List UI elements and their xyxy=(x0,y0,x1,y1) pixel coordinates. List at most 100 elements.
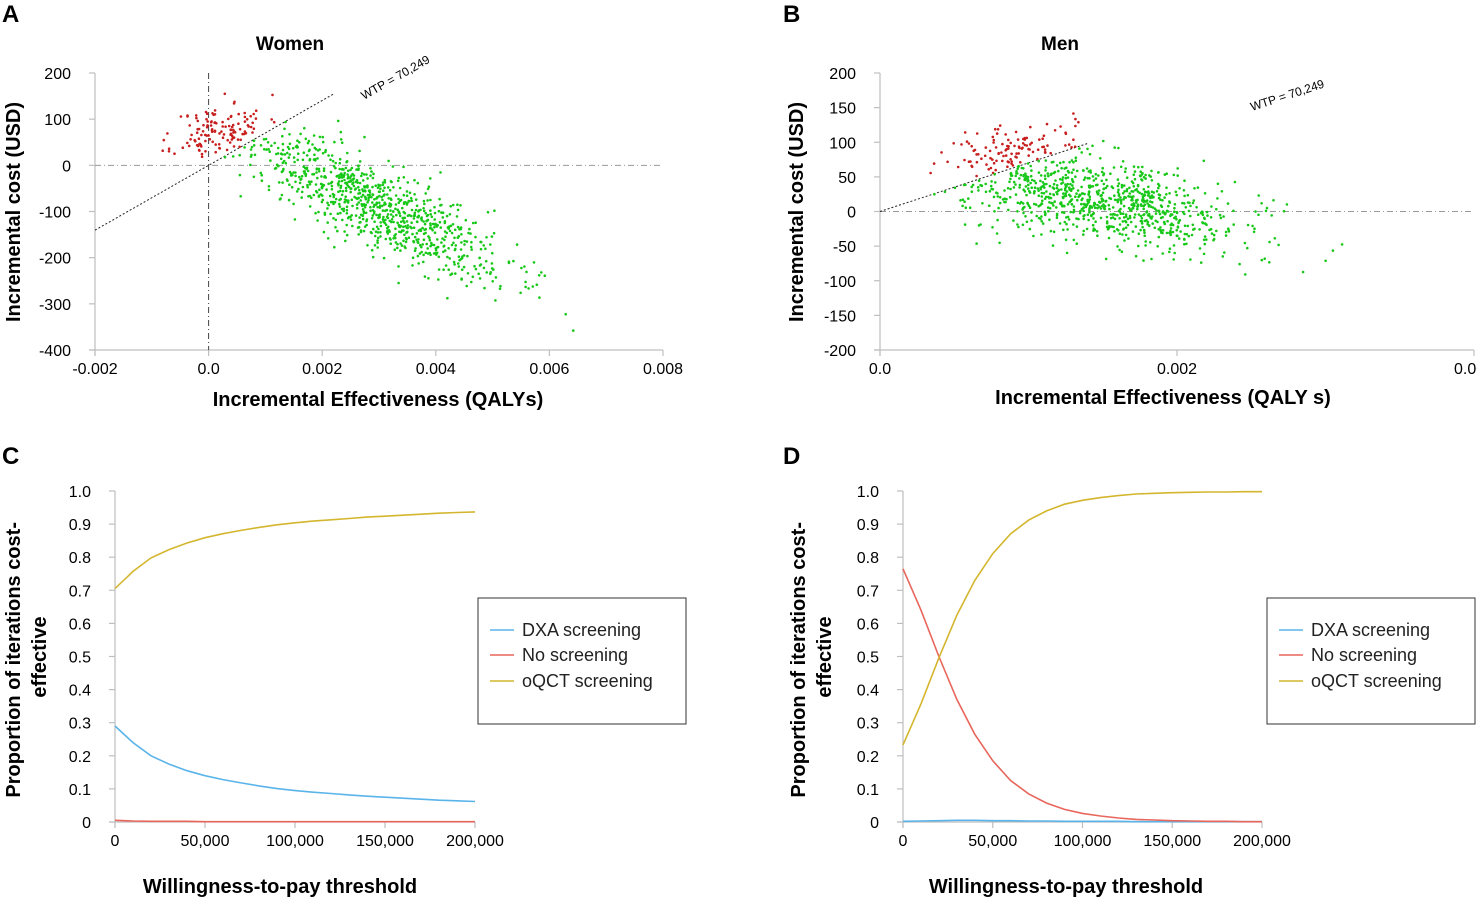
point-cost-effective xyxy=(1147,185,1150,189)
point-cost-effective xyxy=(1026,187,1030,190)
point-cost-effective xyxy=(1051,244,1055,247)
point-cost-effective xyxy=(1078,193,1082,197)
point-cost-effective xyxy=(422,232,426,236)
point-cost-effective xyxy=(361,193,365,197)
point-cost-effective xyxy=(391,165,395,168)
x-tick-label: 0.006 xyxy=(529,361,569,378)
point-not-cost-effective xyxy=(946,160,949,164)
point-cost-effective xyxy=(374,230,378,233)
point-not-cost-effective xyxy=(1030,141,1033,145)
point-cost-effective xyxy=(1022,174,1025,178)
point-cost-effective xyxy=(1088,186,1091,189)
point-cost-effective xyxy=(301,158,305,162)
point-cost-effective xyxy=(1165,186,1168,189)
y-axis-title-line-1: Proportion of iterations cost- xyxy=(788,522,810,798)
point-cost-effective xyxy=(381,189,385,192)
point-cost-effective xyxy=(1132,173,1136,176)
point-not-cost-effective xyxy=(1049,151,1052,155)
point-cost-effective xyxy=(346,173,349,176)
point-cost-effective xyxy=(450,243,454,247)
point-cost-effective xyxy=(359,199,363,202)
x-tick-label: 0.008 xyxy=(643,361,683,378)
point-cost-effective xyxy=(970,185,973,189)
point-cost-effective xyxy=(1133,170,1137,173)
point-not-cost-effective xyxy=(211,112,214,115)
point-not-cost-effective xyxy=(243,111,246,115)
point-cost-effective xyxy=(379,187,382,190)
point-cost-effective xyxy=(1135,201,1138,204)
point-cost-effective xyxy=(1055,186,1059,190)
y-tick-label: 0.6 xyxy=(69,616,91,633)
point-cost-effective xyxy=(1019,173,1023,177)
point-not-cost-effective xyxy=(167,147,171,150)
point-not-cost-effective xyxy=(230,138,234,141)
point-not-cost-effective xyxy=(992,161,996,165)
point-cost-effective xyxy=(1260,258,1264,262)
point-cost-effective xyxy=(479,240,483,244)
point-cost-effective xyxy=(1046,172,1050,175)
point-cost-effective xyxy=(334,166,337,170)
point-cost-effective xyxy=(471,221,475,225)
point-cost-effective xyxy=(456,203,459,206)
point-cost-effective xyxy=(1037,189,1040,192)
point-cost-effective xyxy=(474,221,478,224)
point-cost-effective xyxy=(1162,221,1166,224)
point-not-cost-effective xyxy=(940,151,943,154)
x-axis-title: Willingness-to-pay threshold xyxy=(929,876,1203,898)
point-cost-effective xyxy=(443,249,447,252)
point-cost-effective xyxy=(357,192,360,195)
point-cost-effective xyxy=(453,248,457,252)
point-not-cost-effective xyxy=(227,124,231,128)
y-tick-label: 0.9 xyxy=(857,517,879,534)
point-cost-effective xyxy=(459,204,462,207)
point-cost-effective xyxy=(389,197,393,200)
point-cost-effective xyxy=(1119,196,1122,199)
point-not-cost-effective xyxy=(1074,124,1077,128)
point-cost-effective xyxy=(1159,226,1162,229)
point-cost-effective xyxy=(308,182,312,186)
point-cost-effective xyxy=(423,222,427,226)
point-cost-effective xyxy=(371,209,375,212)
point-cost-effective xyxy=(298,175,301,179)
point-cost-effective xyxy=(287,147,291,151)
point-cost-effective xyxy=(295,190,299,193)
point-cost-effective xyxy=(399,220,403,224)
point-not-cost-effective xyxy=(1020,147,1024,150)
point-cost-effective xyxy=(413,211,417,215)
point-not-cost-effective xyxy=(246,124,250,127)
point-cost-effective xyxy=(417,262,421,265)
point-cost-effective xyxy=(450,272,454,276)
point-cost-effective xyxy=(988,204,991,207)
point-cost-effective xyxy=(440,241,443,244)
wtp-label: WTP = 70,249 xyxy=(359,52,433,102)
point-cost-effective xyxy=(1198,228,1201,231)
point-cost-effective xyxy=(1021,206,1025,210)
point-cost-effective xyxy=(1324,259,1327,263)
point-cost-effective xyxy=(440,203,443,207)
y-tick-label: 0.1 xyxy=(857,782,879,799)
point-cost-effective xyxy=(342,209,346,213)
point-not-cost-effective xyxy=(972,149,975,153)
point-cost-effective xyxy=(345,223,349,227)
point-not-cost-effective xyxy=(1027,154,1030,157)
point-cost-effective xyxy=(388,219,392,223)
point-cost-effective xyxy=(422,260,425,264)
point-cost-effective xyxy=(1055,216,1059,220)
point-cost-effective xyxy=(1122,198,1125,201)
point-cost-effective xyxy=(329,200,333,204)
point-cost-effective xyxy=(326,201,329,205)
point-cost-effective xyxy=(384,218,387,222)
point-cost-effective xyxy=(1202,159,1206,163)
point-cost-effective xyxy=(388,237,392,240)
point-cost-effective xyxy=(288,153,292,156)
point-cost-effective xyxy=(329,212,332,216)
point-cost-effective xyxy=(461,255,464,258)
point-cost-effective xyxy=(321,135,325,139)
point-cost-effective xyxy=(1117,182,1121,185)
point-cost-effective xyxy=(418,243,422,247)
point-cost-effective xyxy=(1030,169,1033,172)
point-cost-effective xyxy=(968,206,972,209)
point-not-cost-effective xyxy=(197,127,201,131)
point-cost-effective xyxy=(1113,194,1116,197)
point-cost-effective xyxy=(367,198,370,202)
